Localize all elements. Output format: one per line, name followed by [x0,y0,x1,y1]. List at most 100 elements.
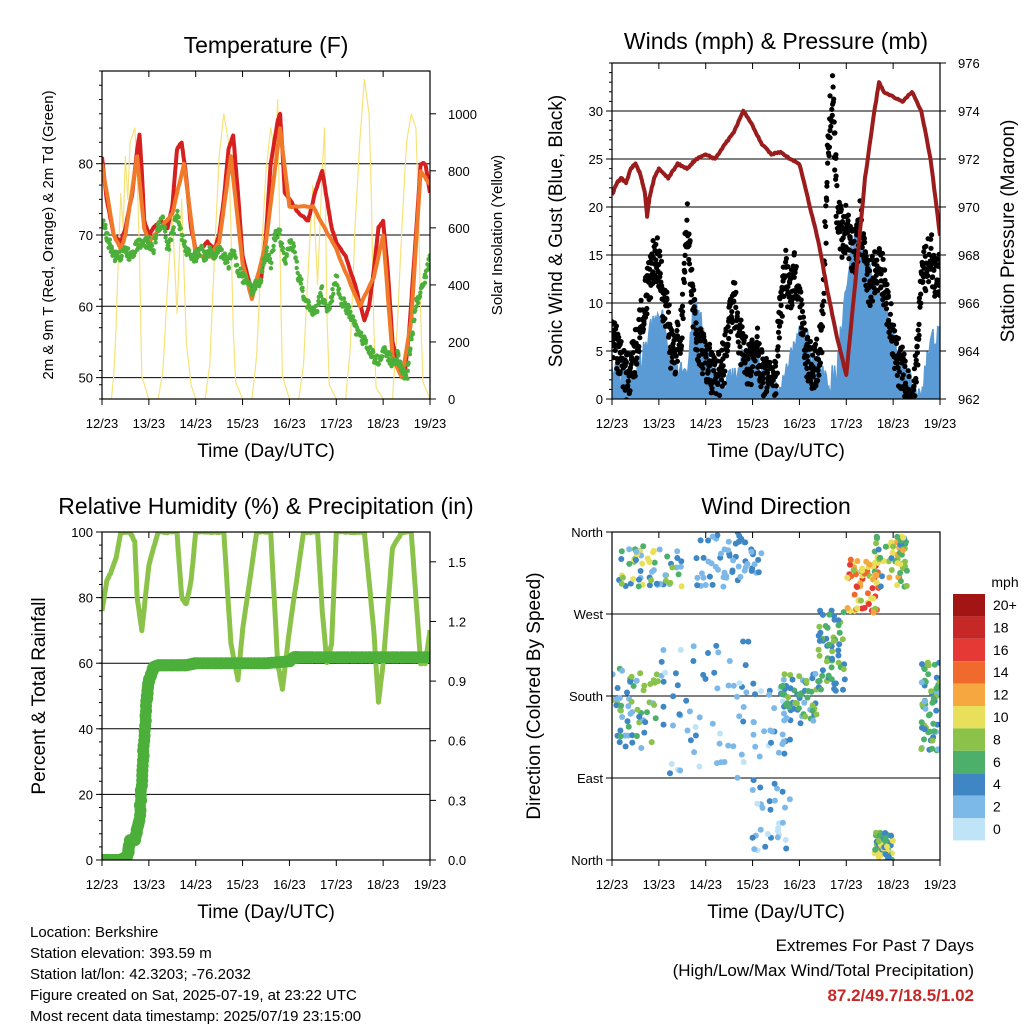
series-point-3 [253,286,258,292]
y2-tick-label: 962 [958,392,980,407]
direction-point [787,672,794,678]
series-point-2 [885,293,892,299]
direction-point [730,557,737,564]
direction-point [829,648,836,655]
series-point-2 [734,310,741,316]
series-point-2 [718,377,725,383]
series-point-3 [288,238,294,243]
direction-point [714,685,721,692]
direction-point [618,548,625,555]
x-tick-label: 15/23 [226,416,259,431]
direction-point [700,574,707,581]
series-point-2 [805,358,811,364]
series-point-3 [107,237,113,242]
series-point-2 [773,359,779,365]
series-point-2 [792,288,799,294]
chart-panel-1: Temperature (F) Time (Day/UTC) 2m & 9m T (… [40,32,506,462]
y2-tick-label: 800 [448,164,470,179]
direction-point [737,573,744,580]
series-point-2 [879,250,886,256]
y2-tick-label: 968 [958,248,980,263]
y2-tick-label: 970 [958,200,980,215]
direction-point [783,845,790,852]
series-point-2 [916,295,923,301]
direction-point [675,571,682,578]
direction-point [805,688,812,694]
direction-point [625,703,632,710]
series-point-2 [925,273,931,279]
y2-tick-label: 966 [958,296,980,311]
direction-point [664,553,671,560]
direction-point [931,728,938,735]
series-point-2 [843,202,849,208]
series-point-2 [749,337,755,343]
series-point-2 [814,336,820,342]
series-point-3 [405,376,410,381]
direction-point [646,582,653,589]
direction-point [844,574,851,581]
series-point-3 [271,248,276,253]
series-point-3 [427,257,430,262]
series-point-2 [745,356,751,362]
series-point-2 [831,96,837,102]
chart-title: Temperature (F) [184,32,349,58]
direction-point [847,561,853,568]
direction-point [677,767,684,774]
series-point-3 [417,294,423,300]
x-axis-label: Time (Day/UTC) [197,441,335,462]
direction-point [851,591,858,598]
series-point-2 [623,397,629,399]
series-point-3 [348,309,353,314]
series-point-2 [716,351,722,357]
y-tick-label: 50 [79,371,93,386]
y-tick-label: 5 [596,344,603,359]
series-point-3 [331,291,336,297]
series-point-3 [346,305,352,310]
series-point-2 [819,350,825,356]
series-point-2 [739,324,745,330]
direction-point [781,671,788,678]
series-point-3 [213,253,219,259]
x-tick-label: 16/23 [273,877,306,892]
series-point-2 [694,347,700,353]
direction-point [662,572,669,579]
y2-tick-label: 976 [958,56,980,71]
direction-point [832,680,839,687]
direction-point [854,605,861,612]
x-tick-label: 12/23 [596,416,629,431]
direction-point [872,846,879,853]
station-info: Location: Berkshire Station elevation: 3… [30,922,361,1027]
direction-point [936,659,940,666]
direction-point [730,743,737,750]
series-point-2 [679,291,686,297]
direction-point [810,717,817,724]
series-point-2 [824,179,830,186]
series-point-3 [394,357,400,362]
direction-point [676,711,683,718]
series-point-3 [283,261,288,266]
direction-point [789,676,796,683]
series-point-2 [662,316,668,322]
series-point-2 [632,373,638,379]
series-point-3 [167,247,172,252]
series-point-2 [880,256,886,262]
series-point-2 [894,360,900,366]
direction-point [836,641,843,648]
x-tick-label: 13/23 [643,416,676,431]
direction-point [624,689,630,696]
series-point-3 [368,344,373,350]
direction-point [674,682,681,689]
direction-point [888,555,895,561]
colorbar-label: 2 [993,799,1001,815]
direction-point [796,673,803,680]
direction-point [628,698,635,705]
series-point-2 [936,289,940,295]
series-point-2 [909,402,914,407]
chart-title: Winds (mph) & Pressure (mb) [624,28,928,54]
series-point-3 [176,215,181,220]
series-point-2 [702,338,708,345]
series-point-3 [408,346,413,351]
series-point-2 [640,326,647,332]
direction-point [877,583,884,590]
series-point-2 [767,406,772,411]
